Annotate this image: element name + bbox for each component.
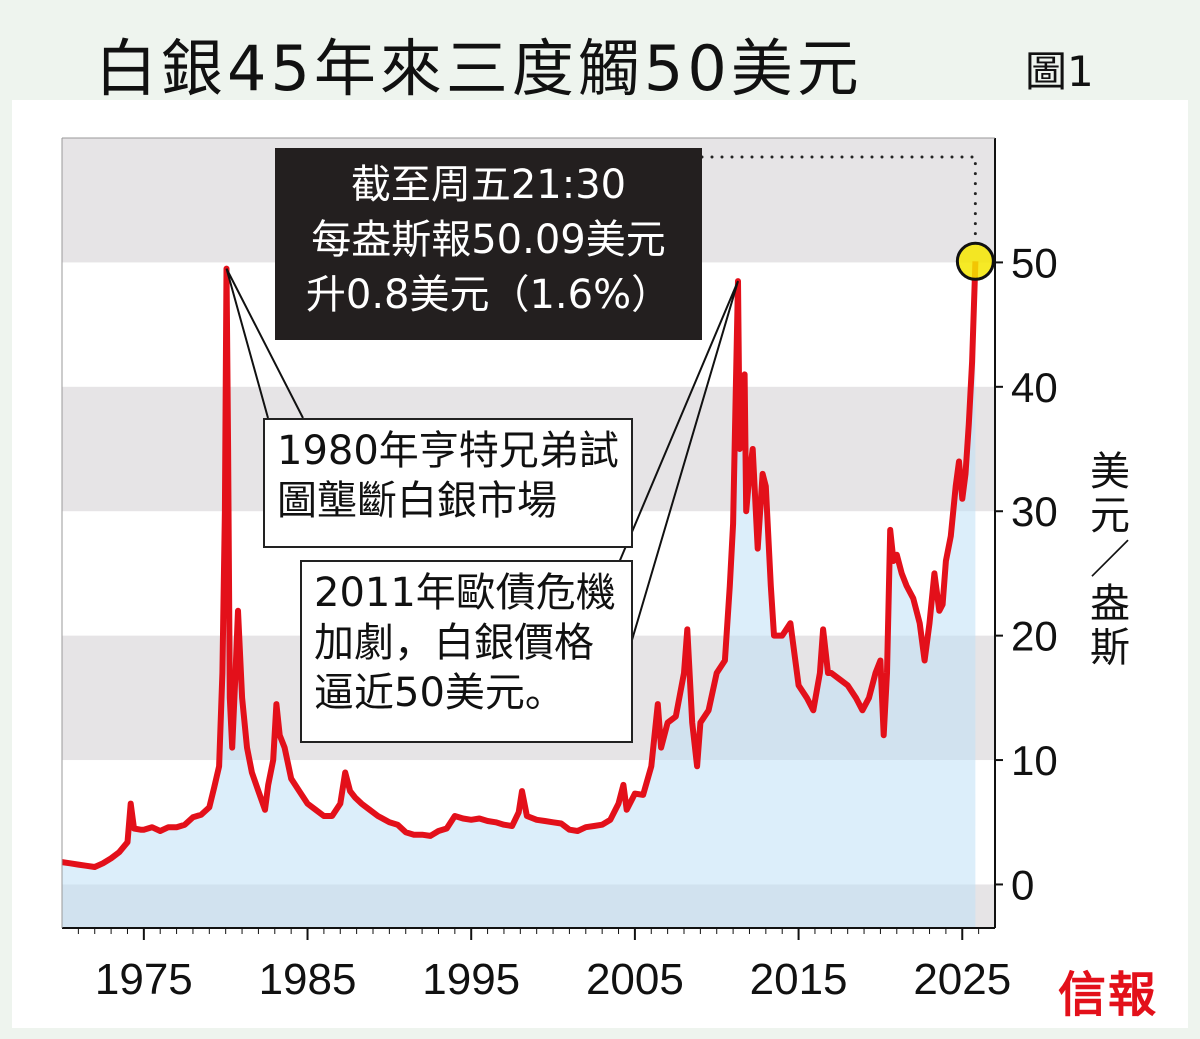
annotation-line: 2011年歐債危機 <box>314 570 616 616</box>
annotation-line: 加劇，白銀價格 <box>314 620 594 666</box>
leader-line-1980 <box>225 268 304 419</box>
y-axis-label: 美 元 ／ 盎 斯 <box>1085 450 1135 670</box>
current-price-marker <box>955 241 995 281</box>
current-price-annotation: 截至周五21:30 每盎斯報50.09美元 升0.8美元（1.6%） <box>275 148 702 340</box>
annotation-line: 1980年亨特兄弟試 <box>277 428 619 474</box>
annotation-line: 截至周五21:30 <box>350 162 627 208</box>
price-area <box>62 261 976 928</box>
y-label-char: ／ <box>1090 537 1130 583</box>
y-label-char: 斯 <box>1090 625 1130 671</box>
y-tick-label: 40 <box>1011 364 1058 411</box>
chart-title: 白銀45年來三度觸50美元 圖1 <box>0 8 1200 105</box>
y-label-char: 盎 <box>1090 581 1130 627</box>
x-tick-label: 2015 <box>750 955 848 1004</box>
y-tick-label: 0 <box>1011 861 1034 908</box>
x-tick-label: 1975 <box>95 955 193 1004</box>
annotation-2011: 2011年歐債危機 加劇，白銀價格 逼近50美元。 <box>300 560 633 743</box>
annotation-line: 逼近50美元。 <box>314 670 565 716</box>
y-tick-label: 50 <box>1011 239 1058 286</box>
title-main: 白銀45年來三度觸50美元 <box>95 32 863 105</box>
y-tick-label: 30 <box>1011 488 1058 535</box>
leader-line-2011 <box>617 280 739 641</box>
y-tick-label: 10 <box>1011 737 1058 784</box>
annotation-line: 圖壟斷白銀市場 <box>277 478 557 524</box>
figure-number: 圖1 <box>1025 47 1094 96</box>
y-label-char: 元 <box>1090 493 1130 539</box>
x-tick-label: 2025 <box>913 955 1011 1004</box>
y-label-char: 美 <box>1090 449 1130 495</box>
dotted-connector <box>700 155 977 245</box>
annotation-line: 每盎斯報50.09美元 <box>311 217 666 263</box>
price-line <box>61 261 979 870</box>
hkej-logo: 信報 <box>1058 967 1159 1023</box>
x-tick-label: 1995 <box>422 955 520 1004</box>
x-tick-label: 2005 <box>586 955 684 1004</box>
y-tick-label: 20 <box>1011 613 1058 660</box>
x-tick-label: 1985 <box>259 955 357 1004</box>
annotation-1980: 1980年亨特兄弟試 圖壟斷白銀市場 <box>263 418 633 548</box>
annotation-line: 升0.8美元（1.6%） <box>305 272 672 318</box>
